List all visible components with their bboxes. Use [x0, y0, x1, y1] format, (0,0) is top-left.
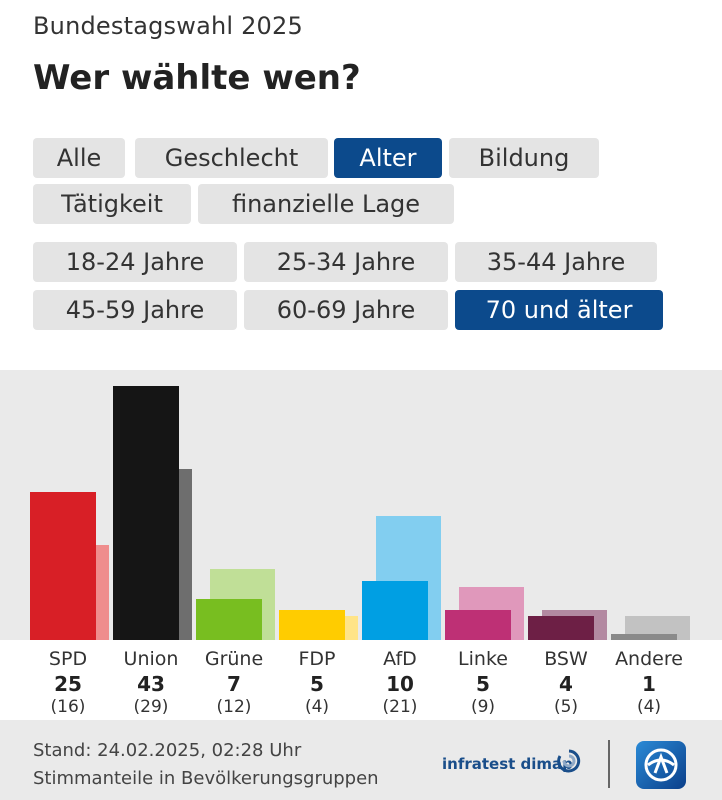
party-value: 7	[227, 672, 241, 696]
age-group-25-34[interactable]: 25-34 Jahre	[244, 242, 448, 282]
chart-subtitle: Bundestagswahl 2025	[33, 12, 303, 40]
party-previous-value: (5)	[553, 697, 579, 717]
party-value: 5	[310, 672, 324, 696]
party-previous-value: (16)	[50, 697, 86, 717]
party-value: 4	[559, 672, 573, 696]
bar-chart-plot	[0, 370, 722, 640]
party-name: AfD	[383, 648, 417, 670]
party-label-afd: AfD 10 (21)	[362, 640, 438, 720]
filter-tab-finanzielle-lage[interactable]: finanzielle Lage	[198, 184, 454, 224]
bar-current-afd	[362, 581, 428, 640]
bar-current-linke	[445, 610, 511, 640]
party-name: Linke	[458, 648, 508, 670]
filter-tab-bildung[interactable]: Bildung	[449, 138, 599, 178]
filter-tab-geschlecht[interactable]: Geschlecht	[135, 138, 328, 178]
bar-labels-row: SPD 25 (16) Union 43 (29) Grüne 7 (12) F…	[30, 640, 687, 720]
party-label-linke: Linke 5 (9)	[445, 640, 521, 720]
party-label-gruene: Grüne 7 (12)	[196, 640, 272, 720]
party-label-andere: Andere 1 (4)	[611, 640, 687, 720]
party-label-union: Union 43 (29)	[113, 640, 189, 720]
party-value: 1	[642, 672, 656, 696]
filter-tab-taetigkeit[interactable]: Tätigkeit	[33, 184, 191, 224]
party-name: Union	[123, 648, 179, 670]
party-previous-value: (21)	[382, 697, 418, 717]
party-label-bsw: BSW 4 (5)	[528, 640, 604, 720]
party-value: 10	[386, 672, 414, 696]
infratest-dimap-logo: infratest dimap	[442, 755, 573, 773]
party-name: SPD	[48, 648, 88, 670]
party-previous-value: (4)	[304, 697, 330, 717]
party-label-spd: SPD 25 (16)	[30, 640, 106, 720]
bar-current-union	[113, 386, 179, 640]
party-value: 43	[137, 672, 165, 696]
filter-tab-alter[interactable]: Alter	[334, 138, 442, 178]
tagesschau-logo-icon	[636, 741, 686, 789]
age-group-45-59[interactable]: 45-59 Jahre	[33, 290, 237, 330]
bar-current-fdp	[279, 610, 345, 640]
age-group-60-69[interactable]: 60-69 Jahre	[244, 290, 448, 330]
party-value: 25	[54, 672, 82, 696]
chart-title: Wer wählte wen?	[33, 58, 361, 98]
bar-current-bsw	[528, 616, 594, 640]
infratest-dimap-icon	[557, 749, 581, 773]
party-previous-value: (9)	[470, 697, 496, 717]
age-group-18-24[interactable]: 18-24 Jahre	[33, 242, 237, 282]
party-previous-value: (29)	[133, 697, 169, 717]
bar-current-gruene	[196, 599, 262, 640]
stand-timestamp: Stand: 24.02.2025, 02:28 Uhr	[33, 740, 302, 761]
party-name: Grüne	[204, 648, 264, 670]
party-name: Andere	[615, 648, 683, 670]
party-previous-value: (12)	[216, 697, 252, 717]
bar-current-andere	[611, 634, 677, 640]
age-group-70-plus[interactable]: 70 und älter	[455, 290, 663, 330]
party-previous-value: (4)	[636, 697, 662, 717]
age-group-35-44[interactable]: 35-44 Jahre	[455, 242, 657, 282]
filter-tab-alle[interactable]: Alle	[33, 138, 125, 178]
party-value: 5	[476, 672, 490, 696]
footer: Stand: 24.02.2025, 02:28 Uhr Stimmanteil…	[0, 720, 722, 800]
footer-note: Stimmanteile in Bevölkerungsgruppen	[33, 768, 379, 789]
party-name: FDP	[298, 648, 336, 670]
bar-current-spd	[30, 492, 96, 640]
party-name: BSW	[544, 648, 588, 670]
party-label-fdp: FDP 5 (4)	[279, 640, 355, 720]
footer-divider	[608, 740, 610, 788]
